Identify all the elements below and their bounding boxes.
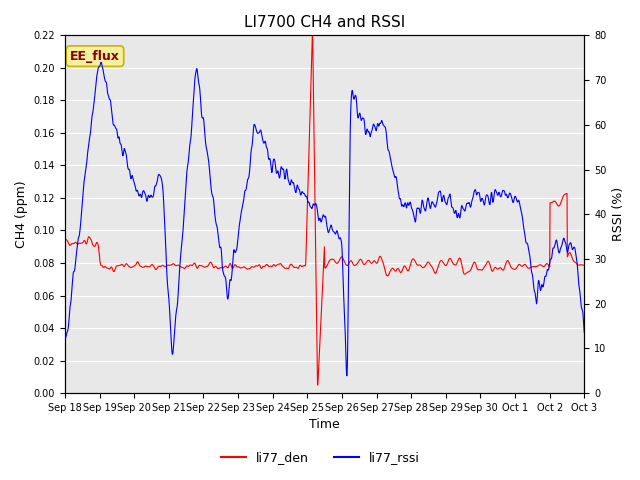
Title: LI7700 CH4 and RSSI: LI7700 CH4 and RSSI — [244, 15, 405, 30]
Legend: li77_den, li77_rssi: li77_den, li77_rssi — [216, 446, 424, 469]
Y-axis label: RSSI (%): RSSI (%) — [612, 187, 625, 241]
X-axis label: Time: Time — [309, 419, 340, 432]
Y-axis label: CH4 (ppm): CH4 (ppm) — [15, 180, 28, 248]
Text: EE_flux: EE_flux — [70, 49, 120, 63]
